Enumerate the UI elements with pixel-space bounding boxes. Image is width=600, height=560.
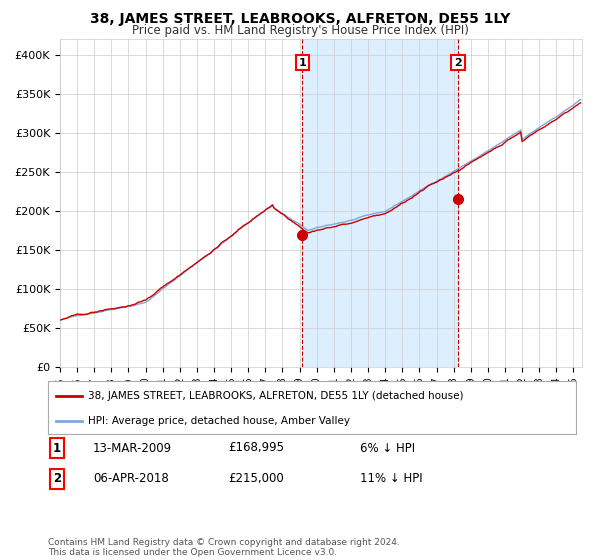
Text: £168,995: £168,995 bbox=[228, 441, 284, 455]
Text: 6% ↓ HPI: 6% ↓ HPI bbox=[360, 441, 415, 455]
Text: 06-APR-2018: 06-APR-2018 bbox=[93, 472, 169, 486]
Text: 38, JAMES STREET, LEABROOKS, ALFRETON, DE55 1LY (detached house): 38, JAMES STREET, LEABROOKS, ALFRETON, D… bbox=[88, 391, 463, 401]
Text: 1: 1 bbox=[53, 441, 61, 455]
Text: HPI: Average price, detached house, Amber Valley: HPI: Average price, detached house, Ambe… bbox=[88, 416, 350, 426]
Text: £215,000: £215,000 bbox=[228, 472, 284, 486]
Text: 11% ↓ HPI: 11% ↓ HPI bbox=[360, 472, 422, 486]
Bar bbox=[302, 39, 458, 367]
Text: 2: 2 bbox=[53, 472, 61, 486]
Text: Price paid vs. HM Land Registry's House Price Index (HPI): Price paid vs. HM Land Registry's House … bbox=[131, 24, 469, 36]
Text: 13-MAR-2009: 13-MAR-2009 bbox=[93, 441, 172, 455]
Text: 2: 2 bbox=[454, 58, 462, 68]
Text: Contains HM Land Registry data © Crown copyright and database right 2024.
This d: Contains HM Land Registry data © Crown c… bbox=[48, 538, 400, 557]
Text: 1: 1 bbox=[299, 58, 307, 68]
Text: 38, JAMES STREET, LEABROOKS, ALFRETON, DE55 1LY: 38, JAMES STREET, LEABROOKS, ALFRETON, D… bbox=[90, 12, 510, 26]
